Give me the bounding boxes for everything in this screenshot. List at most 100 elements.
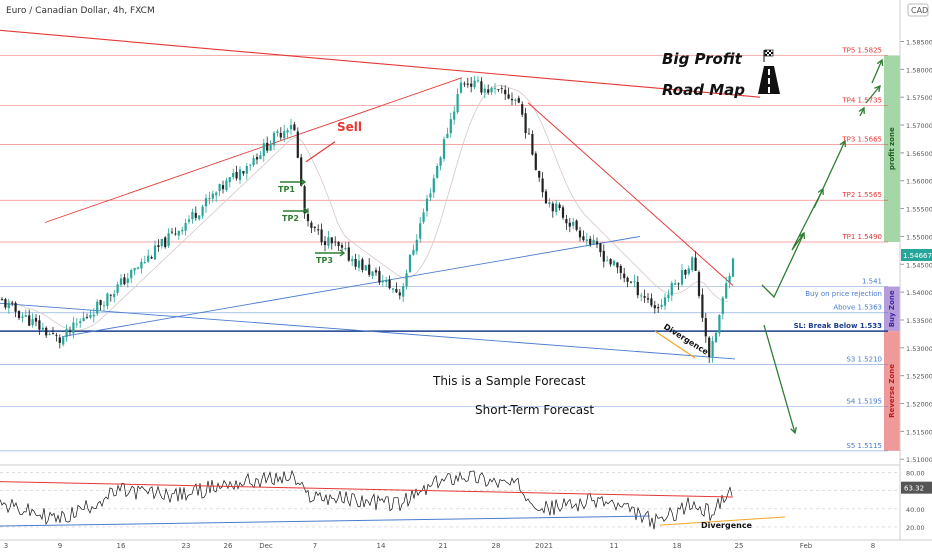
zone-label: Reverse Zone [888,364,896,418]
date-tick-label: Dec [259,542,273,550]
zone-label: profit zone [888,127,896,170]
candle-body [405,273,408,287]
road-map-label: Road Map [662,81,745,99]
candle-body [378,270,381,283]
candle-body [150,257,153,259]
level-label: 1.541 [862,278,882,286]
candle-body [17,310,21,319]
candle-body [255,157,259,160]
rsi-tick-label: 20.00 [906,524,925,532]
candle-body [283,131,286,139]
candle-body [317,229,320,231]
candle-body [517,98,520,103]
candle-body [391,288,395,290]
candle-body [354,259,357,267]
falling-support-line [0,302,736,360]
candle-body [633,280,636,282]
candle-body [731,258,735,277]
candle-body [48,333,51,335]
candle-body [582,236,585,241]
candle-body [422,212,425,223]
candle-body [191,212,194,220]
candle-body [126,278,129,283]
candle-body [616,262,619,268]
tp2-label: TP2 [282,214,299,223]
candle-body [113,293,116,298]
checkered-flag-icon [763,49,774,62]
candle-body [551,203,554,212]
candle-body [721,297,724,314]
candle-body [544,191,548,204]
candle-body [395,289,398,293]
candle-body [204,198,208,207]
candle-body [398,292,401,296]
grid-lines [900,40,904,460]
candle-body [306,214,310,222]
rsi-tick-label: 40.00 [906,506,925,514]
candle-body [65,329,68,338]
candle-body [578,230,582,238]
candle-body [123,277,126,285]
candle-body [45,327,48,336]
candle-body [38,320,41,330]
candle-body [119,278,123,285]
candle-body [548,202,551,205]
trend-lines [0,29,761,360]
candle-body [497,89,500,90]
currency-badge-box[interactable] [907,3,929,17]
candle-body [521,104,524,115]
candle-body [385,280,388,283]
candle-body [228,177,231,183]
sample-forecast-label: This is a Sample Forecast [432,374,586,388]
candle-body [323,241,327,246]
candle-body [670,283,673,296]
candle-body [181,230,184,232]
level-label: TP1 1.5490 [841,233,882,241]
candle-body [623,273,626,279]
candle-body [555,203,558,213]
big-profit-label: Big Profit [662,50,743,68]
candle-body [75,323,78,325]
candle-body [327,237,330,246]
price-tick-label: 1.53000 [906,345,932,353]
candle-body [626,277,629,282]
forecast-arrow-3 [813,140,846,209]
candle-body [116,284,119,293]
chart-labels: TP5 1.5825 TP4 1.5735 TP3 1.5665 TP2 1.5565… [794,46,896,449]
date-tick-label: 7 [313,542,317,550]
level-label: TP4 1.5735 [841,97,882,105]
currency-badge[interactable]: CAD [911,6,928,15]
candle-body [89,314,92,318]
candle-body [303,186,306,214]
candle-body [619,266,622,273]
zone-bar [884,331,900,451]
candle-body [232,172,235,178]
candle-body [725,283,728,299]
candle-body [480,81,483,93]
short-term-label: Short-Term Forecast [475,403,594,417]
candle-body [245,166,248,174]
level-label: S5 1.5115 [846,442,882,450]
candle-body [11,302,14,304]
date-tick-label: 3 [4,542,8,550]
candle-body [704,318,707,337]
candle-body [337,241,340,246]
level-label: S4 1.5195 [846,397,882,405]
candle-body [473,80,476,88]
candle-body [92,314,95,317]
candle-body [368,264,371,275]
moving-average-line [1,84,729,331]
candle-body [157,245,160,247]
candle-body [51,333,55,335]
candle-body [68,330,72,333]
candle-body [167,233,170,246]
candle-body [701,294,704,318]
price-tick-label: 1.55500 [906,206,932,214]
candle-body [177,230,180,236]
candle-body [711,341,714,357]
candle-body [364,265,367,271]
candle-body [595,241,599,245]
tp1-label: TP1 [278,185,295,194]
